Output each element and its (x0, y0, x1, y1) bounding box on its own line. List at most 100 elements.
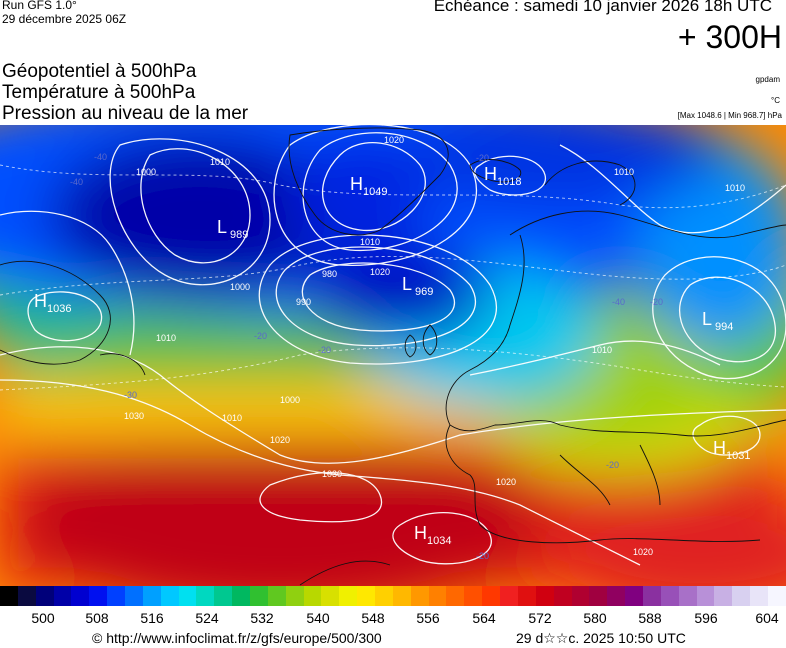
isobar-label: 1010 (592, 345, 612, 355)
unit-geopotential: gpdam (755, 75, 780, 84)
colorbar-swatch (464, 586, 483, 606)
colorbar-swatch (250, 586, 268, 606)
isotherm-label: -20 (650, 297, 663, 307)
colorbar-swatch (142, 586, 161, 606)
isobar-label: 1000 (230, 282, 250, 292)
colorbar-swatch (517, 586, 536, 606)
colorbar-swatch (303, 586, 322, 606)
isobar-label: 1010 (725, 183, 745, 193)
colorbar-tick: 556 (416, 610, 440, 626)
colorbar-swatch (17, 586, 36, 606)
isobar-label: 1010 (614, 167, 634, 177)
colorbar-swatch (285, 586, 304, 606)
pressure-center-letter: H (484, 164, 497, 184)
isobar-label: 1000 (280, 395, 300, 405)
pressure-center-value: 1034 (427, 535, 451, 547)
pressure-center-letter: L (402, 274, 412, 294)
colorbar-swatch (714, 586, 733, 606)
isobar-label: 1020 (496, 477, 516, 487)
pressure-center-low: L 994 (702, 309, 733, 333)
forecast-hour: + 300H (677, 19, 782, 55)
pressure-center-high: H 1031 (713, 438, 750, 462)
colorbar-tick: 572 (528, 610, 552, 626)
isobar-label: 1000 (136, 167, 156, 177)
colorbar-swatch (89, 586, 108, 606)
colorbar-swatch (625, 586, 643, 606)
colorbar-swatch (0, 586, 18, 606)
colorbar-swatch (178, 586, 197, 606)
pressure-center-letter: L (217, 217, 227, 237)
colorbar-swatch (232, 586, 251, 606)
colorbar-tick: 516 (140, 610, 164, 626)
colorbar-swatch (375, 586, 393, 606)
pressure-center-high: H 1018 (484, 164, 521, 188)
title-temperature: Température à 500hPa (2, 82, 196, 103)
colorbar-swatch (214, 586, 233, 606)
colorbar-swatch (267, 586, 286, 606)
colorbar-swatch (607, 586, 626, 606)
pressure-range: [Max 1048.6 | Min 968.7] hPa (677, 111, 782, 120)
colorbar-swatch (357, 586, 376, 606)
colorbar-swatch (660, 586, 679, 606)
colorbar-swatch (553, 586, 572, 606)
colorbar-swatch (571, 586, 590, 606)
colorbar-swatch (35, 586, 54, 606)
pressure-center-low: L 989 (217, 217, 248, 241)
colorbar-swatch (428, 586, 447, 606)
isobar-label: 1010 (360, 237, 380, 247)
issued-time: 29 d☆☆c. 2025 10:50 UTC (516, 630, 686, 646)
colorbar-swatch (446, 586, 465, 606)
colorbar-tick: 500 (31, 610, 55, 626)
colorbar-swatch (339, 586, 358, 606)
isotherm-label: -40 (70, 177, 83, 187)
pressure-center-letter: H (34, 291, 47, 311)
run-date: 29 décembre 2025 06Z (2, 12, 127, 26)
isobar-label: 1020 (270, 435, 290, 445)
pressure-center-value: 969 (415, 286, 433, 298)
isotherm-label: -40 (94, 152, 107, 162)
isotherm-label: -20 (476, 551, 489, 561)
colorbar-swatch (696, 586, 715, 606)
isotherm-label: -20 (318, 345, 331, 355)
colorbar-swatch (678, 586, 697, 606)
colorbar-swatch (196, 586, 215, 606)
pressure-center-high: H 1049 (350, 174, 387, 198)
isotherm-label: -20 (254, 331, 267, 341)
pressure-center-letter: L (702, 309, 712, 329)
colorbar-swatch (71, 586, 90, 606)
colorbar-ticks: 500 508 516 524 532 540 548 556 564 572 580 588 596 6… (0, 610, 786, 626)
isobar-label: 980 (322, 269, 337, 279)
isotherm-label: -20 (606, 460, 619, 470)
pressure-center-high: H 1034 (414, 523, 451, 547)
colorbar-tick: 580 (583, 610, 607, 626)
colorbar-tick: 548 (361, 610, 385, 626)
colorbar-swatch (732, 586, 751, 606)
forecast-valid-time: Echéance : samedi 10 janvier 2026 18h UT… (433, 0, 772, 15)
colorbar-tick: 596 (694, 610, 718, 626)
isobar-label: 1020 (370, 267, 390, 277)
colorbar-swatch (160, 586, 179, 606)
pressure-center-value: 994 (715, 321, 733, 333)
colorbar-tick: 524 (195, 610, 219, 626)
pressure-center-letter: H (713, 438, 726, 458)
colorbar-tick: 540 (306, 610, 330, 626)
copyright-link[interactable]: © http://www.infoclimat.fr/z/gfs/europe/… (92, 630, 382, 646)
colorbar-tick: 564 (472, 610, 496, 626)
pressure-center-value: 1036 (47, 303, 71, 315)
pressure-center-value: 1049 (363, 186, 387, 198)
pressure-center-value: 989 (230, 229, 248, 241)
colorbar-swatch (53, 586, 72, 606)
colorbar-swatch (767, 586, 786, 606)
run-label: Run GFS 1.0° (2, 0, 77, 12)
pressure-center-letter: H (350, 174, 363, 194)
isobar-label: 1030 (124, 411, 144, 421)
colorbar (0, 586, 786, 606)
isobar-label: 1010 (156, 333, 176, 343)
isobar-label: 1020 (633, 547, 653, 557)
colorbar-swatch (321, 586, 340, 606)
title-geopotential: Géopotentiel à 500hPa (2, 61, 197, 82)
colorbar-tick: 588 (638, 610, 662, 626)
isotherm-label: -40 (612, 297, 625, 307)
colorbar-swatch (750, 586, 768, 606)
unit-temperature: °C (771, 96, 780, 105)
